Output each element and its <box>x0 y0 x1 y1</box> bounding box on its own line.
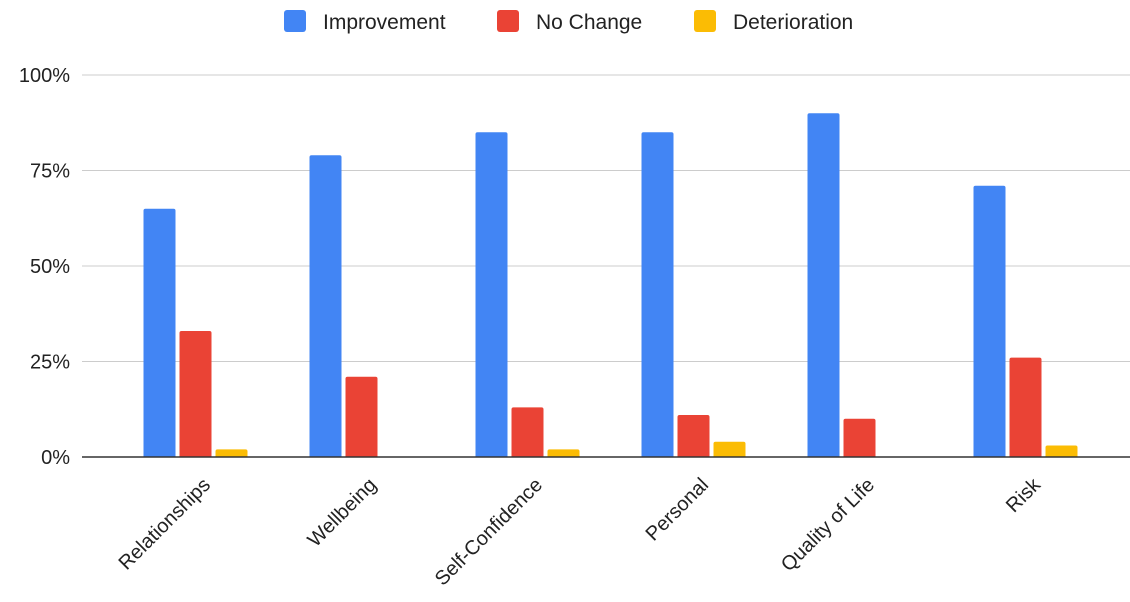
bar-improvement-personal <box>641 132 674 458</box>
bar-no-change-quality-of-life <box>843 418 876 457</box>
bar-deterioration-self-confidence <box>547 449 580 457</box>
y-tick-label: 0% <box>41 447 70 469</box>
bar-deterioration-risk <box>1045 445 1078 457</box>
legend-swatch-improvement <box>284 10 306 32</box>
x-tick-label: Relationships <box>115 474 215 574</box>
legend-label-no-change: No Change <box>536 11 642 34</box>
x-tick-label: Self-Confidence <box>431 474 547 590</box>
bar-no-change-self-confidence <box>511 407 544 457</box>
legend-swatch-no-change <box>497 10 519 32</box>
x-tick-label: Wellbeing <box>304 474 381 551</box>
y-tick-label: 25% <box>30 352 70 374</box>
legend-label-deterioration: Deterioration <box>733 11 853 34</box>
bar-improvement-quality-of-life <box>807 113 840 457</box>
x-tick-label: Personal <box>642 474 713 545</box>
y-tick-label: 75% <box>30 161 70 183</box>
legend-label-improvement: Improvement <box>323 11 446 34</box>
bar-deterioration-personal <box>713 441 746 457</box>
bars <box>143 113 1078 458</box>
x-tick-label: Quality of Life <box>777 474 879 576</box>
bar-no-change-relationships <box>179 330 212 457</box>
bar-no-change-personal <box>677 414 710 457</box>
legend-swatch-deterioration <box>694 10 716 32</box>
bar-improvement-risk <box>973 185 1006 457</box>
x-axis-labels: Relationships Wellbeing Self-Confidence Per… <box>115 473 1046 590</box>
bar-no-change-risk <box>1009 357 1042 457</box>
y-tick-label: 50% <box>30 256 70 278</box>
bar-improvement-wellbeing <box>309 155 342 457</box>
bar-improvement-relationships <box>143 208 176 457</box>
bar-no-change-wellbeing <box>345 376 378 457</box>
legend: Improvement No Change Deterioration <box>284 10 853 34</box>
x-tick-label: Risk <box>1002 473 1046 517</box>
bar-improvement-self-confidence <box>475 132 508 458</box>
gridlines <box>82 74 1130 362</box>
bar-deterioration-relationships <box>215 449 248 457</box>
y-axis-ticks: 0% 25% 50% 75% 100% <box>19 65 70 469</box>
y-tick-label: 100% <box>19 65 70 87</box>
